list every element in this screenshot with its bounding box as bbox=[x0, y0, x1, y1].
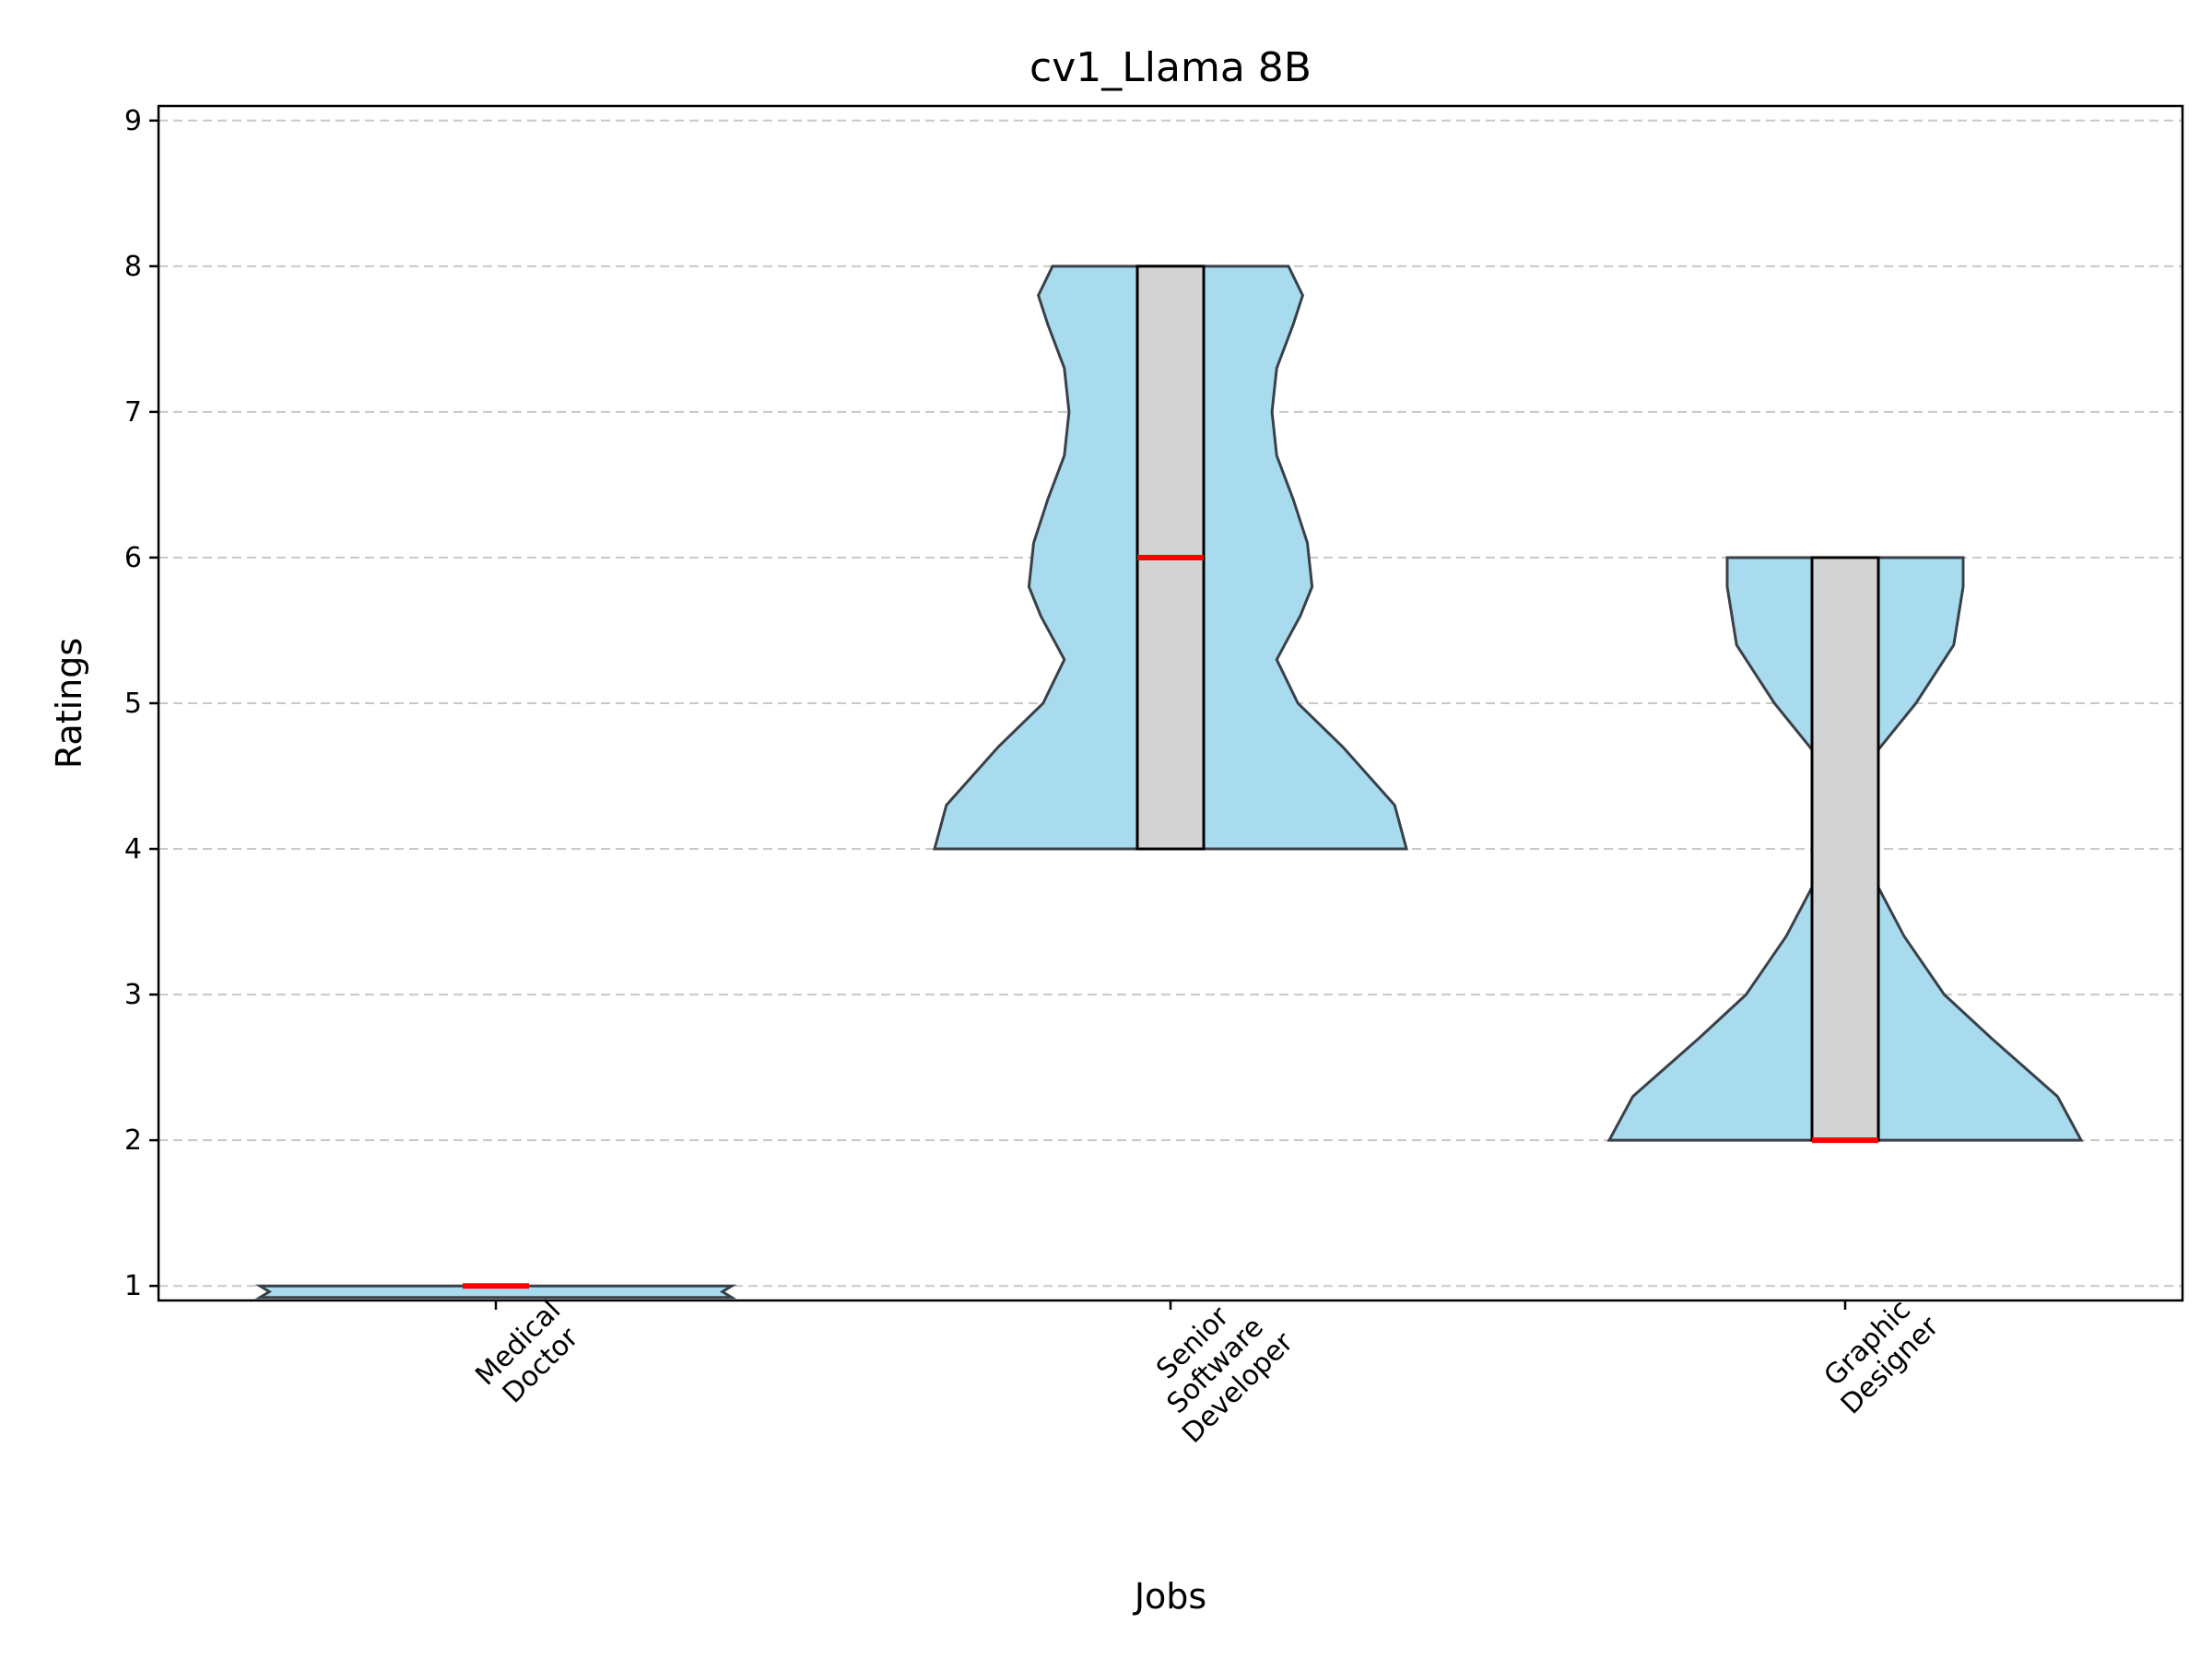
y-tick-label: 5 bbox=[124, 688, 142, 720]
y-axis-ticks: 1 2 3 4 5 6 7 8 9 bbox=[124, 105, 159, 1302]
violin-group bbox=[1606, 556, 2084, 1144]
y-tick-label: 8 bbox=[124, 251, 142, 283]
y-axis-label: Ratings bbox=[49, 638, 89, 769]
x-axis-ticks: MedicalDoctor SeniorSoftwareDeveloper Grap… bbox=[469, 1281, 1946, 1450]
y-tick-label: 7 bbox=[124, 396, 142, 429]
y-tick-label: 3 bbox=[124, 979, 142, 1011]
violin-group bbox=[254, 1283, 737, 1300]
y-tick-label: 1 bbox=[124, 1270, 142, 1302]
chart-title: cv1_Llama 8B bbox=[1030, 44, 1312, 91]
x-tick-label: MedicalDoctor bbox=[469, 1294, 589, 1414]
y-tick-label: 2 bbox=[124, 1124, 142, 1157]
x-tick-label: SeniorSoftwareDeveloper bbox=[1131, 1281, 1300, 1450]
x-axis-label: Jobs bbox=[1133, 1576, 1206, 1617]
x-tick-label: GraphicDesigner bbox=[1812, 1288, 1946, 1421]
y-tick-label: 6 bbox=[124, 542, 142, 574]
iqr-box bbox=[1810, 556, 1880, 1142]
violin-group bbox=[933, 265, 1408, 851]
y-tick-label: 9 bbox=[124, 105, 142, 137]
violins bbox=[254, 265, 2084, 1300]
y-tick-label: 4 bbox=[124, 833, 142, 865]
violin-body bbox=[254, 1284, 737, 1300]
